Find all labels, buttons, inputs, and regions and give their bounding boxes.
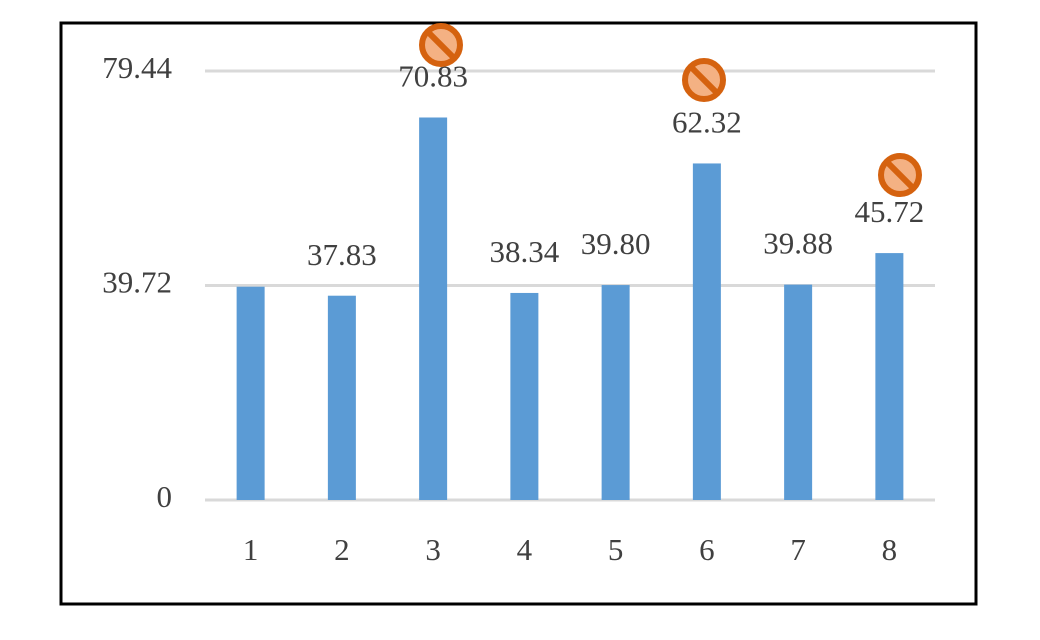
bar [692,163,721,500]
x-tick-label: 8 [882,532,898,567]
x-tick-label: 1 [243,532,259,567]
warning-icon [419,23,463,67]
bar [875,253,904,500]
value-label: 39.80 [581,226,651,261]
y-tick-label: 0 [157,479,173,514]
bar [419,117,448,500]
value-label: 38.34 [490,234,560,269]
y-tick-label: 79.44 [102,50,172,85]
y-tick-label: 39.72 [102,265,172,300]
warning-icon [682,58,726,102]
value-label: 45.72 [855,194,925,229]
x-tick-label: 7 [790,532,806,567]
x-tick-label: 4 [517,532,533,567]
value-label: 39.88 [763,226,833,261]
x-tick-label: 2 [334,532,350,567]
bar [510,292,539,500]
bar [236,286,265,500]
x-tick-label: 5 [608,532,624,567]
warning-icon [878,153,922,197]
value-label: 62.32 [672,105,742,140]
x-tick-label: 6 [699,532,715,567]
bar [601,285,630,500]
value-label: 37.83 [307,237,377,272]
x-tick-label: 3 [425,532,441,567]
bar [327,295,356,500]
bar [784,284,813,500]
